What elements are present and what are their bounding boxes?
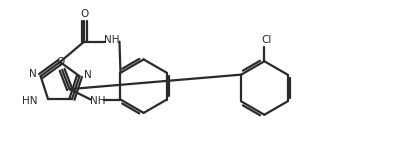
Text: NH: NH — [90, 96, 105, 106]
Text: Cl: Cl — [261, 35, 271, 45]
Text: N: N — [28, 69, 36, 79]
Text: O: O — [56, 57, 64, 67]
Text: N: N — [84, 70, 92, 80]
Text: NH: NH — [104, 35, 120, 45]
Text: HN: HN — [22, 96, 38, 106]
Text: O: O — [80, 9, 88, 19]
